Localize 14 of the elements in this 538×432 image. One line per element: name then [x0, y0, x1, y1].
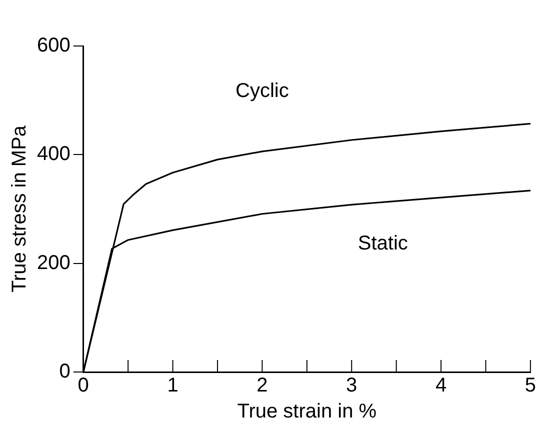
x-tick-label: 2: [256, 374, 268, 397]
text: Cyclic: [236, 80, 289, 102]
x-tick-label: 4: [435, 374, 447, 397]
x-axis-title: True strain in %: [237, 400, 377, 423]
y-tick-label: 400: [36, 143, 70, 166]
x-tick-label: 1: [167, 374, 178, 397]
y-tick-label: 0: [59, 360, 70, 383]
x-tick-label: 0: [78, 374, 89, 397]
x-tick-label: 3: [346, 374, 358, 397]
y-tick-label: 200: [36, 252, 70, 274]
y-tick-label: 600: [36, 34, 70, 57]
series-label: Static: [358, 232, 408, 255]
x-tick-label: 5: [524, 374, 536, 397]
y-axis-title: True stress in MPa: [8, 124, 31, 293]
